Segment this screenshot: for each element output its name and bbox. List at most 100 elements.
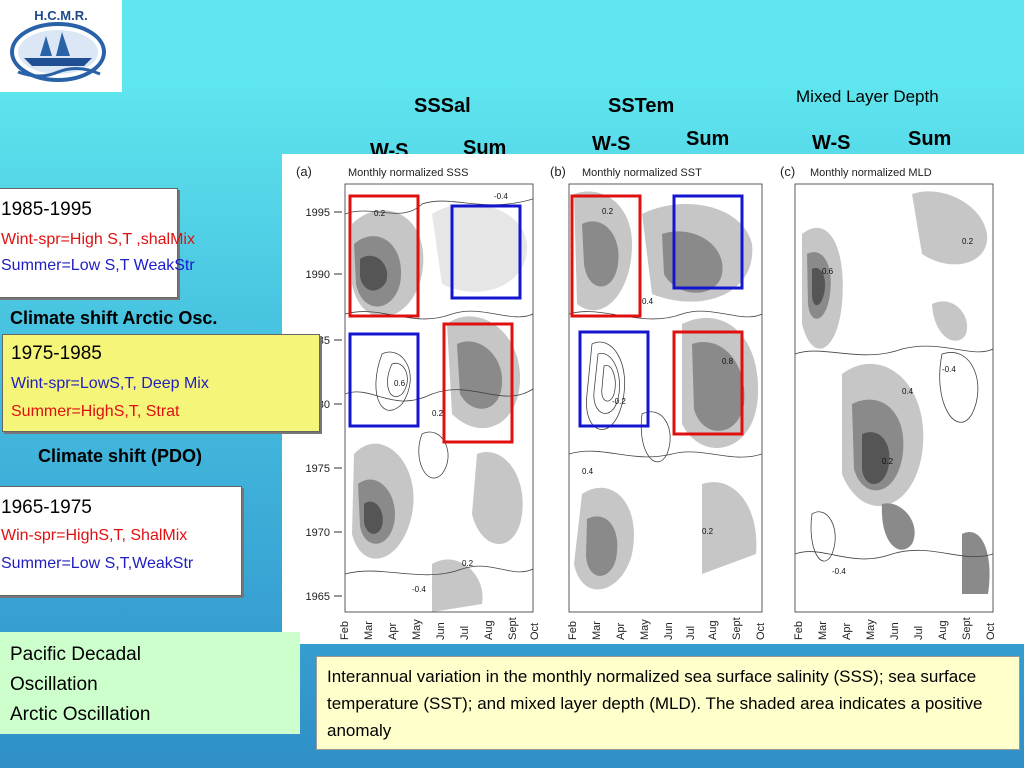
- climate-shift-pdo: Climate shift (PDO): [38, 446, 203, 466]
- period-1985-title: 1985-1995: [1, 199, 92, 220]
- header-mld-sum: Sum: [908, 128, 952, 150]
- panel-c-label: (c): [780, 164, 795, 179]
- header-sst-sum: Sum: [686, 128, 730, 150]
- month-tick: Jul: [913, 626, 925, 640]
- month-tick: Jun: [889, 622, 901, 640]
- period-1965-line1: Win-spr=HighS,T, ShalMix: [1, 527, 188, 544]
- contour-label: 0.6: [394, 379, 406, 388]
- period-1985-line2a: Summer=Low S,T: [1, 257, 134, 274]
- month-tick: Feb: [793, 621, 805, 640]
- sss-ws-1985-box: [348, 194, 420, 318]
- month-axis-c: Feb Mar Apr May Jun Jul Aug Sept Oct: [793, 617, 997, 640]
- year-tick: 1965: [306, 591, 330, 603]
- month-tick: May: [411, 619, 423, 640]
- period-1975-line2: Summer=HighS,T, Strat: [11, 403, 180, 420]
- month-tick: May: [865, 619, 877, 640]
- panel-a-contours: 0.2 -0.4 0.2 0.2 -0.4 0.6: [345, 184, 533, 612]
- period-1985-line2b: WeakStr: [133, 257, 195, 274]
- period-1985-1995-box: 1985-1995 Wint-spr=High S,T ,shalMix Sum…: [0, 188, 195, 298]
- contour-label: 0.4: [902, 387, 914, 396]
- month-tick: Aug: [483, 620, 495, 640]
- header-mld: Mixed Layer Depth: [796, 87, 939, 106]
- panel-a-title: Monthly normalized SSS: [348, 167, 468, 179]
- sst-ws-1975-box: [578, 330, 650, 428]
- contour-label: 0.2: [702, 527, 714, 536]
- legend-line1: Pacific Decadal: [10, 644, 141, 665]
- panel-b-label: (b): [550, 164, 566, 179]
- month-tick: Feb: [339, 621, 351, 640]
- contour-label: -0.4: [494, 192, 508, 201]
- month-tick: Aug: [707, 620, 719, 640]
- year-tick: 1990: [306, 269, 330, 281]
- month-tick: Oct: [985, 623, 997, 640]
- oscillation-legend-box: Pacific Decadal Oscillation Arctic Oscil…: [0, 632, 300, 734]
- sss-sum-1985-box: [450, 204, 522, 300]
- logo: H.C.M.R.: [0, 0, 122, 92]
- month-tick: Feb: [567, 621, 579, 640]
- period-1975-title: 1975-1985: [11, 343, 102, 364]
- month-axis-a: Feb Mar Apr May Jun Jul Aug Sept Oct: [339, 617, 541, 640]
- month-tick: Jun: [435, 622, 447, 640]
- header-sst-ws: W-S: [592, 133, 631, 155]
- year-tick: 1995: [306, 207, 330, 219]
- period-1975-line1: Wint-spr=LowS,T, Deep Mix: [11, 375, 209, 392]
- month-axis-b: Feb Mar Apr May Jun Jul Aug Sept Oct: [567, 617, 767, 640]
- period-1965-line2: Summer=Low S,T,WeakStr: [1, 555, 194, 572]
- contour-label: -0.4: [412, 585, 426, 594]
- contour-label: -0.2: [612, 397, 626, 406]
- month-tick: Jun: [663, 622, 675, 640]
- hcmr-logo-icon: H.C.M.R.: [10, 8, 106, 82]
- sst-sum-1975-box: [672, 330, 744, 436]
- period-1975-1985-box: 1975-1985 Wint-spr=LowS,T, Deep Mix Summ…: [2, 334, 320, 432]
- contour-label: 0.2: [462, 559, 474, 568]
- panel-b-title: Monthly normalized SST: [582, 167, 702, 179]
- header-mld-ws: W-S: [812, 132, 851, 154]
- header-sss-sum: Sum: [463, 137, 507, 159]
- month-tick: Sept: [961, 617, 973, 640]
- sss-sum-1975-box: [442, 322, 514, 444]
- month-tick: Sept: [507, 617, 519, 640]
- month-tick: Mar: [817, 621, 829, 640]
- sst-sum-1985-box: [672, 194, 744, 290]
- period-1985-line2: Summer=Low S,T WeakStr: [1, 253, 195, 279]
- contour-label: 0.2: [962, 237, 974, 246]
- month-tick: Mar: [363, 621, 375, 640]
- figure-caption: Interannual variation in the monthly nor…: [327, 667, 983, 740]
- year-tick: 1975: [306, 463, 330, 475]
- contour-label: 0.2: [882, 457, 894, 466]
- contour-label: 0.2: [432, 409, 444, 418]
- panel-b-contours: 0.2 -0.2 0.4 0.8 0.4 0.2: [569, 184, 762, 612]
- contour-label: 0.4: [642, 297, 654, 306]
- month-tick: Apr: [841, 623, 853, 640]
- contour-label: 0.2: [374, 209, 386, 218]
- period-1965-title: 1965-1975: [1, 497, 92, 518]
- month-tick: Oct: [755, 623, 767, 640]
- contour-label: -0.4: [942, 365, 956, 374]
- month-tick: Sept: [731, 617, 743, 640]
- contour-label: -0.4: [832, 567, 846, 576]
- panel-a-label: (a): [296, 164, 312, 179]
- contour-figure: (a) Monthly normalized SSS (b) Monthly n…: [282, 154, 1024, 644]
- legend-line2: Oscillation: [10, 674, 98, 695]
- sst-ws-1985-box: [570, 194, 642, 318]
- month-tick: Jul: [459, 626, 471, 640]
- contour-label: 0.4: [582, 467, 594, 476]
- month-tick: Oct: [529, 623, 541, 640]
- contour-label: 0.2: [602, 207, 614, 216]
- header-sst: SSTem: [608, 95, 675, 117]
- header-sss: SSSal: [414, 95, 471, 117]
- panel-c-title: Monthly normalized MLD: [810, 167, 932, 179]
- period-1965-1975-box: 1965-1975 Win-spr=HighS,T, ShalMix Summe…: [0, 486, 242, 596]
- legend-line3: Arctic Oscillation: [10, 704, 151, 725]
- contour-label: 0.8: [722, 357, 734, 366]
- month-tick: Mar: [591, 621, 603, 640]
- contour-label: 0.6: [822, 267, 834, 276]
- logo-text: H.C.M.R.: [34, 8, 87, 23]
- period-1985-line1: Wint-spr=High S,T ,shalMix: [1, 231, 195, 248]
- year-tick: 1970: [306, 527, 330, 539]
- figure-caption-box: Interannual variation in the monthly nor…: [316, 656, 1020, 750]
- climate-shift-arctic: Climate shift Arctic Osc.: [10, 308, 218, 328]
- panel-c-contours: 0.6 -0.4 -0.4 0.4 0.2 0.2: [795, 184, 993, 612]
- month-tick: Apr: [387, 623, 399, 640]
- sss-ws-1975-box: [348, 332, 420, 428]
